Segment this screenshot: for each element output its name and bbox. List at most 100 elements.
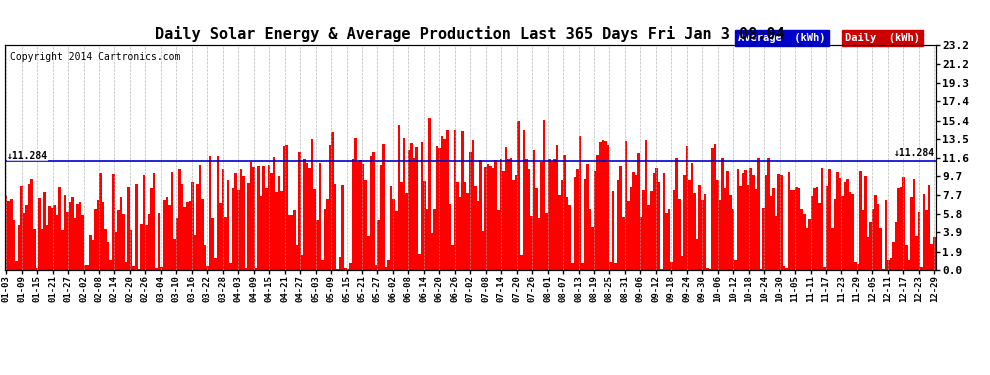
Bar <box>660 269 662 270</box>
Bar <box>754 189 757 270</box>
Bar <box>782 266 785 270</box>
Bar <box>466 193 469 270</box>
Bar <box>453 130 456 270</box>
Bar <box>10 198 13 270</box>
Bar <box>507 159 510 270</box>
Bar <box>816 188 819 270</box>
Bar <box>128 186 130 270</box>
Bar <box>505 147 507 270</box>
Bar <box>717 180 719 270</box>
Bar <box>492 168 494 270</box>
Bar <box>897 188 900 270</box>
Bar <box>186 202 188 270</box>
Bar <box>900 187 903 270</box>
Text: Copyright 2014 Cartronics.com: Copyright 2014 Cartronics.com <box>10 52 180 62</box>
Bar <box>26 205 28 270</box>
Bar <box>536 188 538 270</box>
Bar <box>518 121 520 270</box>
Bar <box>633 172 635 270</box>
Bar <box>553 159 555 270</box>
Bar <box>324 209 326 270</box>
Bar <box>627 201 630 270</box>
Bar <box>345 267 346 270</box>
Bar <box>657 182 660 270</box>
Bar <box>441 136 444 270</box>
Bar <box>670 262 673 270</box>
Bar <box>265 188 267 270</box>
Bar <box>13 220 15 270</box>
Bar <box>581 262 584 270</box>
Bar <box>283 146 285 270</box>
Bar <box>719 201 722 270</box>
Bar <box>120 197 122 270</box>
Bar <box>448 204 451 270</box>
Bar <box>209 156 212 270</box>
Bar <box>665 213 668 270</box>
Bar <box>15 261 18 270</box>
Bar <box>168 205 170 270</box>
Bar <box>458 197 461 270</box>
Bar <box>599 141 602 270</box>
Bar <box>790 190 793 270</box>
Bar <box>249 162 252 270</box>
Bar <box>764 175 767 270</box>
Bar <box>349 262 351 270</box>
Text: Daily  (kWh): Daily (kWh) <box>845 33 921 43</box>
Bar <box>635 176 638 270</box>
Bar <box>798 188 801 270</box>
Bar <box>484 167 487 270</box>
Bar <box>191 182 194 270</box>
Bar <box>74 218 76 270</box>
Bar <box>245 268 248 270</box>
Bar <box>66 211 68 270</box>
Bar <box>58 187 61 270</box>
Bar <box>431 233 434 270</box>
Bar <box>367 236 369 270</box>
Bar <box>298 152 301 270</box>
Bar <box>594 171 596 270</box>
Bar <box>563 155 566 270</box>
Bar <box>824 267 826 270</box>
Bar <box>866 237 869 270</box>
Bar <box>392 199 395 270</box>
Bar <box>740 186 742 270</box>
Bar <box>882 269 884 270</box>
Bar <box>314 189 316 270</box>
Bar <box>512 180 515 270</box>
Bar <box>102 202 104 270</box>
Bar <box>456 182 458 270</box>
Bar <box>698 185 701 270</box>
Bar <box>224 217 227 270</box>
Bar <box>933 237 936 270</box>
Bar <box>913 178 915 270</box>
Bar <box>644 140 647 270</box>
Bar <box>165 197 168 270</box>
Bar <box>117 210 120 270</box>
Bar <box>775 216 777 270</box>
Bar <box>53 205 56 270</box>
Bar <box>515 175 518 270</box>
Bar <box>107 242 110 270</box>
Bar <box>625 141 627 270</box>
Bar <box>691 163 693 270</box>
Bar <box>364 180 367 270</box>
Bar <box>879 228 882 270</box>
Bar <box>377 220 380 270</box>
Bar <box>148 214 150 270</box>
Bar <box>607 146 609 270</box>
Bar <box>640 217 643 270</box>
Bar <box>446 130 448 270</box>
Bar <box>115 232 117 270</box>
Bar <box>622 217 625 270</box>
Bar <box>173 239 176 270</box>
Bar <box>49 206 50 270</box>
Bar <box>877 204 879 270</box>
Bar <box>673 190 675 270</box>
Bar <box>230 263 232 270</box>
Bar <box>68 202 71 270</box>
Bar <box>41 229 44 270</box>
Bar <box>451 246 453 270</box>
Bar <box>469 152 471 270</box>
Bar <box>630 187 633 270</box>
Bar <box>280 191 283 270</box>
